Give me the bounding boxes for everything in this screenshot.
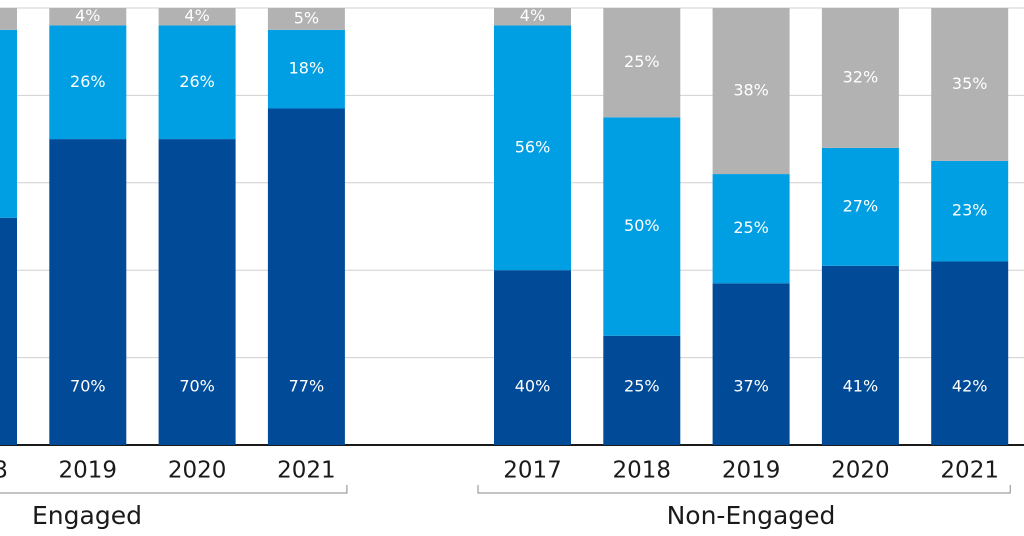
bar-segment	[0, 29, 17, 218]
bar-segment	[821, 8, 899, 148]
value-label: 25%	[624, 377, 660, 396]
bar-segment	[712, 8, 790, 175]
value-label: 40%	[515, 377, 551, 396]
bar-segment	[821, 147, 899, 266]
bar-segment	[158, 139, 236, 445]
value-label: 37%	[733, 377, 769, 396]
value-label: 25%	[624, 52, 660, 71]
value-label: 38%	[733, 81, 769, 100]
value-label: 77%	[289, 377, 325, 396]
x-tick-label: 2021	[940, 458, 999, 484]
value-label: 35%	[952, 74, 988, 93]
x-tick-label: 2019	[722, 458, 781, 484]
value-label: 26%	[70, 72, 106, 91]
value-label: 56%	[515, 137, 551, 156]
bar-segment	[0, 8, 17, 30]
value-label: 23%	[952, 201, 988, 220]
value-label: 25%	[733, 218, 769, 237]
value-label: 50%	[624, 216, 660, 235]
value-label: 70%	[179, 377, 215, 396]
bar-segment	[931, 261, 1009, 445]
x-tick-label: 2019	[59, 458, 118, 484]
x-tick-label: 2018	[613, 458, 672, 484]
bar-segment	[494, 25, 571, 271]
bar-segment	[158, 8, 236, 26]
bar-segment	[267, 108, 345, 445]
group-bracket	[0, 485, 348, 494]
group-label: Non-Engaged	[667, 501, 836, 530]
bar-segment	[267, 8, 345, 30]
bar-segment	[603, 8, 681, 118]
bar-segment	[494, 8, 571, 26]
value-label: 32%	[843, 67, 879, 86]
bar-segment	[49, 139, 127, 445]
bar-segment	[267, 29, 345, 109]
bar-segment	[0, 217, 17, 445]
value-label: 4%	[520, 6, 545, 25]
bar-segment	[603, 335, 681, 445]
bar-segment	[49, 8, 127, 26]
bar-segment	[49, 25, 127, 140]
value-label: 4%	[184, 6, 209, 25]
value-label: 41%	[843, 377, 879, 396]
x-tick-label: 2017	[503, 458, 562, 484]
bar-segment	[712, 174, 790, 284]
x-tick-label: 2020	[168, 458, 227, 484]
x-tick-label: 2018	[0, 458, 8, 484]
bar-segment	[931, 8, 1009, 161]
bar-segment	[931, 160, 1009, 262]
value-label: 42%	[952, 377, 988, 396]
value-label: 18%	[289, 59, 325, 78]
value-label: 5%	[294, 8, 319, 27]
bar-segment	[712, 283, 790, 445]
bar-segment	[821, 265, 899, 445]
x-tick-label: 2020	[831, 458, 890, 484]
x-tick-label: 2021	[277, 458, 336, 484]
value-label: 26%	[179, 72, 215, 91]
value-label: 4%	[75, 6, 100, 25]
group-label: Engaged	[32, 501, 142, 530]
bar-segment	[494, 270, 571, 445]
bar-segment	[603, 117, 681, 336]
value-label: 27%	[843, 196, 879, 215]
bar-segment	[158, 25, 236, 140]
group-bracket	[477, 485, 1011, 494]
value-label: 70%	[70, 377, 106, 396]
